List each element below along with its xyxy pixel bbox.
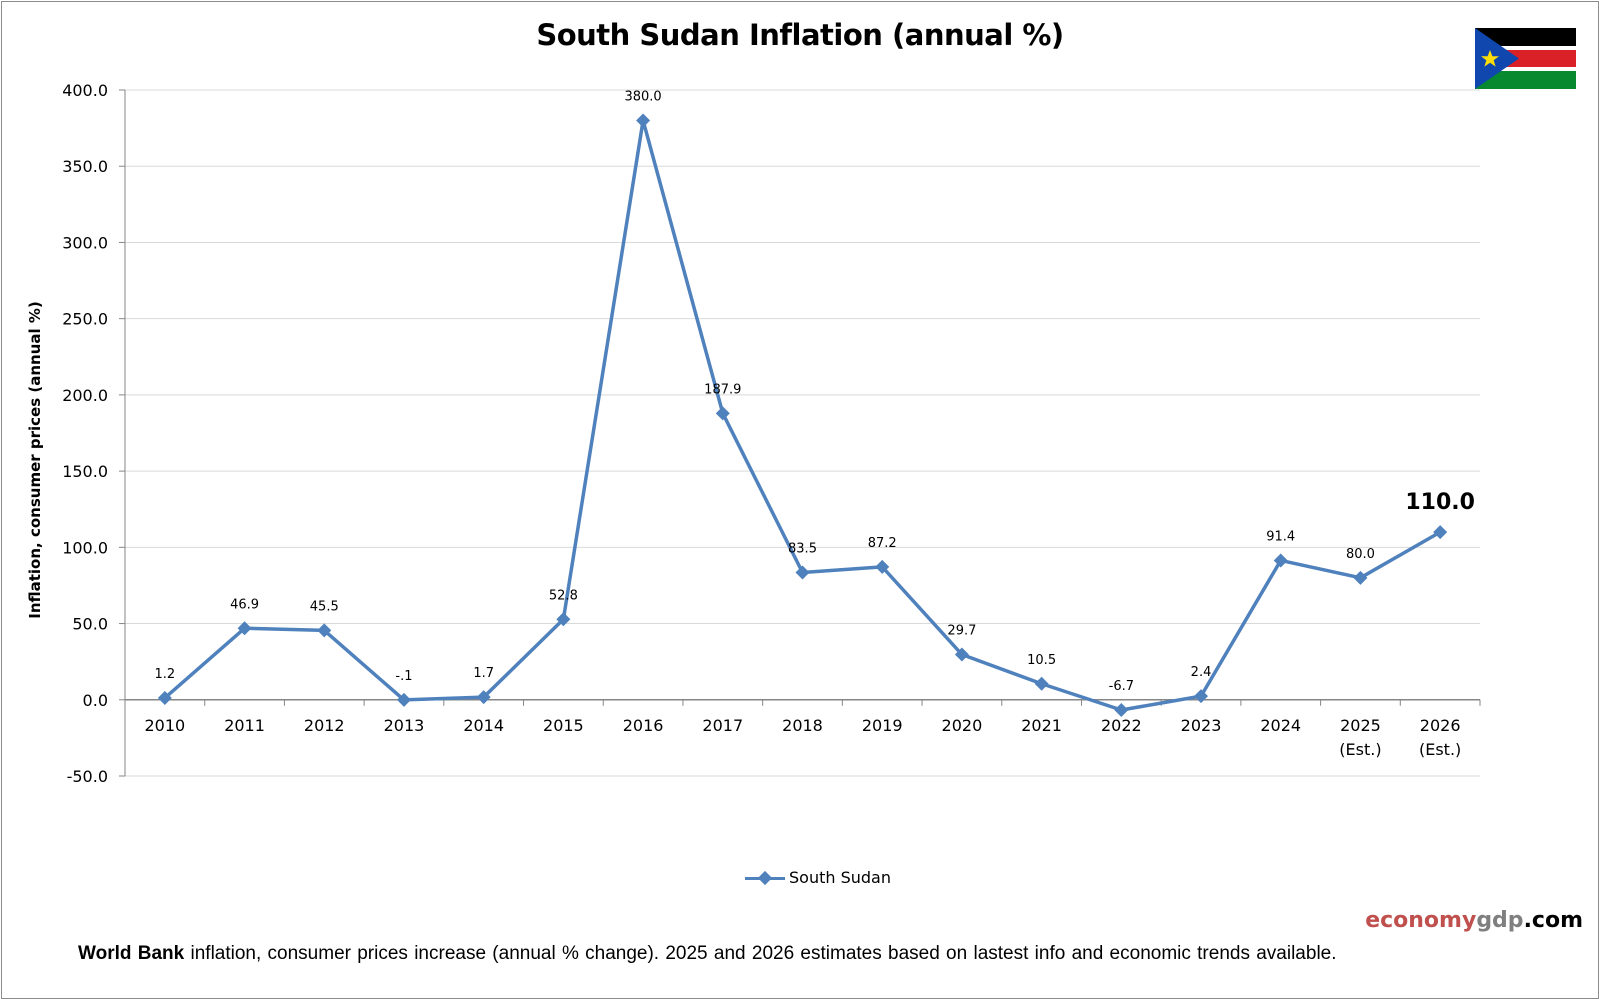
data-point	[954, 647, 969, 662]
x-tick-sublabel: (Est.)	[1339, 740, 1381, 759]
y-tick-label: 350.0	[62, 157, 108, 176]
x-tick-label: 2015	[543, 716, 584, 735]
data-point	[237, 621, 252, 636]
data-label: 2.4	[1191, 665, 1212, 680]
data-point	[157, 690, 172, 705]
data-point	[1273, 553, 1288, 568]
x-tick-label: 2017	[702, 716, 743, 735]
data-point	[1433, 525, 1448, 540]
x-tick-sublabel: (Est.)	[1419, 740, 1461, 759]
y-tick-label: 250.0	[62, 310, 108, 329]
legend-label: South Sudan	[789, 868, 891, 887]
y-tick-label: 100.0	[62, 538, 108, 557]
x-tick-label: 2025	[1340, 716, 1381, 735]
data-point	[715, 406, 730, 421]
x-tick-label: 2012	[304, 716, 345, 735]
data-point	[396, 692, 411, 707]
y-tick-label: 300.0	[62, 233, 108, 252]
data-point	[636, 113, 651, 128]
data-label: 10.5	[1027, 653, 1056, 668]
legend-marker	[745, 870, 785, 886]
x-tick-label: 2024	[1260, 716, 1301, 735]
data-label: 1.7	[473, 666, 494, 681]
data-label: 29.7	[947, 624, 976, 639]
x-tick-label: 2021	[1021, 716, 1062, 735]
x-tick-label: 2011	[224, 716, 265, 735]
y-tick-label: 200.0	[62, 386, 108, 405]
y-tick-label: 50.0	[72, 615, 108, 634]
data-label: -.1	[395, 669, 412, 684]
data-point	[556, 612, 571, 627]
data-label: 91.4	[1266, 529, 1295, 544]
x-tick-label: 2013	[384, 716, 425, 735]
data-label: -6.7	[1109, 679, 1134, 694]
x-tick-label: 2020	[942, 716, 983, 735]
data-point	[795, 565, 810, 580]
south-sudan-flag-icon	[1475, 28, 1576, 89]
chart-title: South Sudan Inflation (annual %)	[536, 18, 1064, 52]
brand-watermark: economygdp.com	[1365, 908, 1583, 933]
data-label: 1.2	[155, 667, 176, 682]
x-tick-label: 2019	[862, 716, 903, 735]
data-point	[1353, 570, 1368, 585]
x-tick-label: 2022	[1101, 716, 1142, 735]
y-tick-label: 150.0	[62, 462, 108, 481]
data-point	[1194, 689, 1209, 704]
x-tick-label: 2026	[1420, 716, 1461, 735]
x-tick-label: 2023	[1181, 716, 1222, 735]
data-label: 380.0	[624, 89, 661, 104]
data-label: 187.9	[704, 382, 741, 397]
footnote-source: World Bank	[78, 943, 185, 964]
footnote-text: inflation, consumer prices increase (ann…	[184, 943, 1337, 964]
y-tick-label: -50.0	[67, 767, 108, 786]
series-line	[163, 118, 1442, 712]
data-label: 45.5	[310, 599, 339, 614]
data-label: 83.5	[788, 541, 817, 556]
brand-part-gdp: gdp	[1476, 908, 1524, 933]
y-tick-label: 0.0	[83, 691, 108, 710]
x-tick-label: 2010	[144, 716, 185, 735]
x-tick-label: 2016	[623, 716, 664, 735]
y-tick-label: 400.0	[62, 81, 108, 100]
data-label: 52.8	[549, 588, 578, 603]
brand-part-com: .com	[1523, 908, 1583, 933]
data-point	[875, 559, 890, 574]
data-point	[476, 690, 491, 705]
x-tick-label: 2018	[782, 716, 823, 735]
data-point	[1034, 676, 1049, 691]
data-label: 87.2	[868, 536, 897, 551]
data-label: 80.0	[1346, 547, 1375, 562]
data-point	[317, 623, 332, 638]
data-label: 110.0	[1405, 490, 1475, 515]
legend: South Sudan	[745, 868, 891, 887]
x-tick-label: 2014	[463, 716, 504, 735]
footnote: World Bank inflation, consumer prices in…	[78, 943, 1337, 965]
data-label: 46.9	[230, 597, 259, 612]
data-point	[1114, 702, 1129, 717]
brand-part-economy: economy	[1365, 908, 1477, 933]
